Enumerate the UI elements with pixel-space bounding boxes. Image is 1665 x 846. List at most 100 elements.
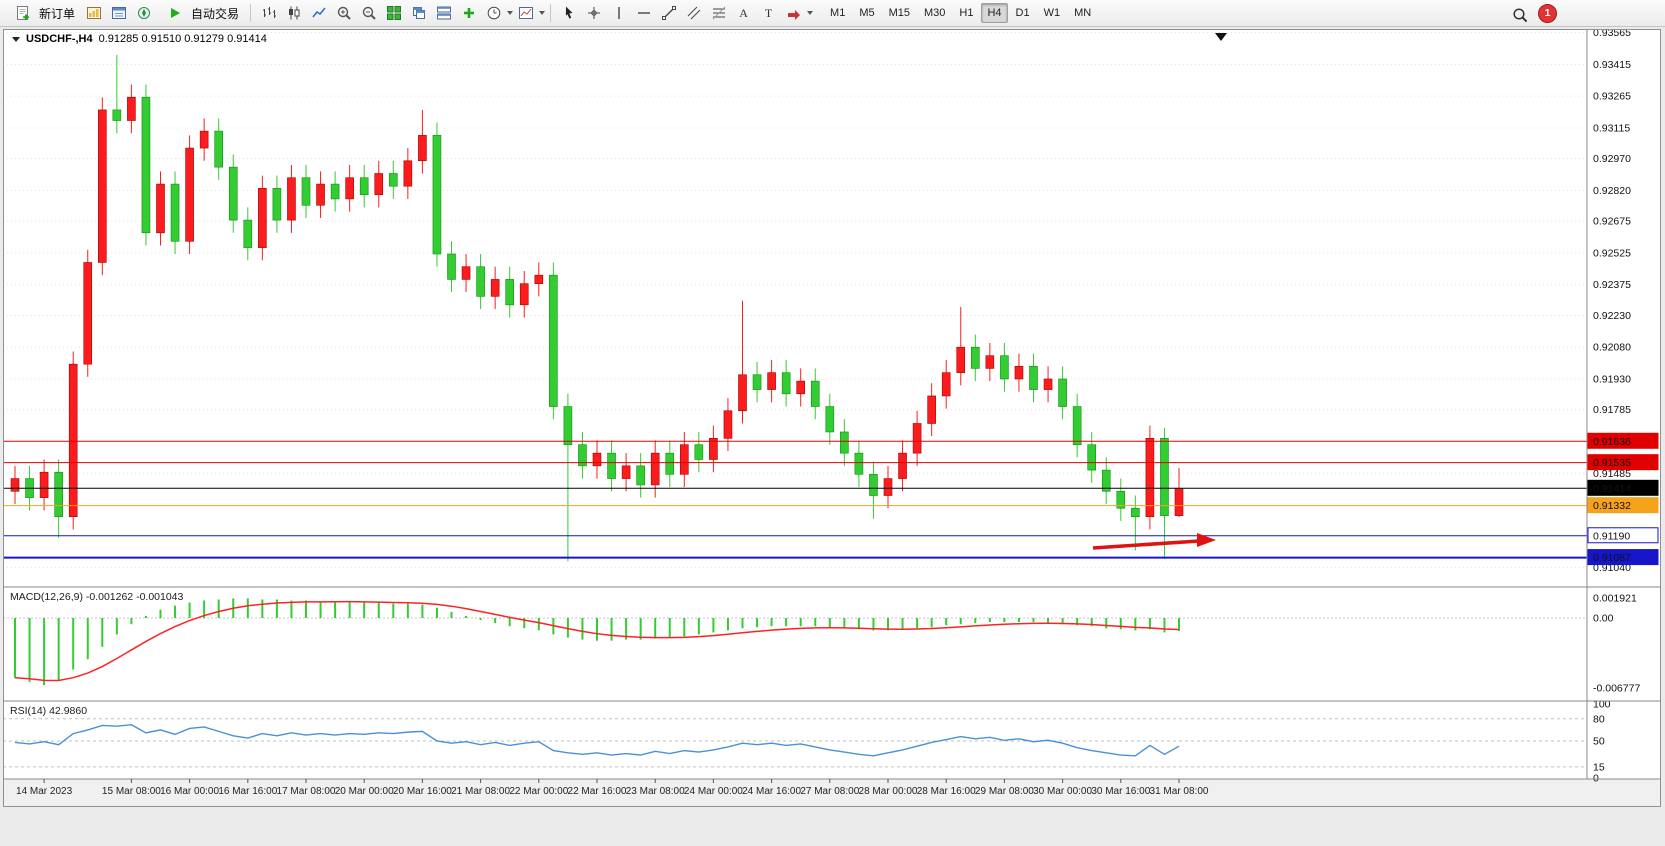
svg-text:0.91332: 0.91332	[1593, 500, 1631, 512]
auto-trading-label: 自动交易	[191, 6, 240, 21]
timeframe-button-M1[interactable]: M1	[830, 7, 846, 19]
svg-text:28 Mar 16:00: 28 Mar 16:00	[917, 786, 976, 797]
zoom-out-icon[interactable]	[356, 1, 381, 25]
arrows-tool-icon[interactable]	[781, 1, 806, 25]
timeframe-button-M15[interactable]: M15	[888, 7, 910, 19]
auto-trading-button[interactable]: 自动交易	[156, 2, 245, 24]
tile-horizontal-icon[interactable]	[431, 1, 456, 25]
line-chart-icon[interactable]	[306, 1, 331, 25]
timeframe-button-M5[interactable]: M5	[859, 7, 875, 19]
svg-text:-0.006777: -0.006777	[1593, 682, 1640, 694]
svg-text:80: 80	[1593, 713, 1605, 725]
svg-text:0.93415: 0.93415	[1593, 59, 1631, 71]
new-order-button[interactable]: 新订单	[4, 2, 81, 24]
svg-text:22 Mar 00:00: 22 Mar 00:00	[509, 786, 568, 797]
arrows-dropdown-caret-icon[interactable]	[807, 11, 814, 15]
label-tool-icon[interactable]: T	[764, 5, 773, 20]
bar-chart-icon[interactable]	[256, 1, 281, 25]
svg-text:15 Mar 08:00: 15 Mar 08:00	[102, 786, 161, 797]
svg-text:0.00: 0.00	[1593, 613, 1614, 625]
zoom-in-icon[interactable]	[331, 1, 356, 25]
new-order-label: 新订单	[39, 6, 76, 21]
svg-text:0.92970: 0.92970	[1593, 153, 1631, 165]
svg-text:50: 50	[1593, 736, 1605, 748]
svg-text:30 Mar 16:00: 30 Mar 16:00	[1091, 786, 1150, 797]
svg-text:0.92820: 0.92820	[1593, 185, 1631, 197]
periods-dropdown-caret-icon[interactable]	[507, 11, 514, 15]
timeframe-button-H4[interactable]: H4	[981, 3, 1008, 23]
price-chart[interactable]: 0.93565 0.93415 0.93265 0.93115 0.92970 0.928…	[3, 29, 1661, 807]
svg-text:0.93565: 0.93565	[1593, 29, 1631, 39]
toolbar-separator	[550, 4, 552, 22]
vertical-line-tool-icon[interactable]	[606, 1, 631, 25]
tile-windows-icon[interactable]	[381, 1, 406, 25]
timeframe-button-D1[interactable]: D1	[1015, 7, 1030, 19]
search-icon[interactable]	[1508, 3, 1533, 27]
svg-text:28 Mar 00:00: 28 Mar 00:00	[859, 786, 918, 797]
svg-text:0.001921: 0.001921	[1593, 593, 1637, 605]
svg-text:0.93265: 0.93265	[1593, 91, 1631, 103]
crosshair-icon[interactable]	[581, 1, 606, 25]
chart-ohlc-values: 0.91285 0.91510 0.91279 0.91414	[98, 33, 267, 45]
toolbar-separator	[250, 4, 252, 22]
macd-indicator-label: MACD(12,26,9) -0.001262 -0.001043	[10, 591, 184, 603]
svg-text:0.91930: 0.91930	[1593, 373, 1631, 385]
svg-text:0.91535: 0.91535	[1593, 457, 1631, 469]
svg-text:0.92675: 0.92675	[1593, 216, 1631, 228]
cursor-icon[interactable]	[556, 1, 581, 25]
svg-text:20 Mar 16:00: 20 Mar 16:00	[393, 786, 452, 797]
svg-text:0.91414: 0.91414	[1593, 483, 1631, 495]
svg-text:14 Mar 2023: 14 Mar 2023	[16, 786, 73, 797]
svg-text:24 Mar 16:00: 24 Mar 16:00	[742, 786, 801, 797]
svg-text:0.92375: 0.92375	[1593, 279, 1631, 291]
new-order-icon	[10, 1, 35, 25]
svg-text:0.92080: 0.92080	[1593, 342, 1631, 354]
svg-text:23 Mar 08:00: 23 Mar 08:00	[626, 786, 685, 797]
svg-text:17 Mar 08:00: 17 Mar 08:00	[277, 786, 336, 797]
svg-text:30 Mar 00:00: 30 Mar 00:00	[1033, 786, 1092, 797]
timeframe-group: M1 M5 M15 M30 H1 H4 D1 W1 MN	[823, 3, 1098, 23]
svg-text:0.91785: 0.91785	[1593, 404, 1631, 416]
add-indicator-icon[interactable]	[456, 1, 481, 25]
chart-title: USDCHF-,H4 0.91285 0.91510 0.91279 0.914…	[12, 33, 267, 45]
svg-text:29 Mar 08:00: 29 Mar 08:00	[975, 786, 1034, 797]
svg-text:21 Mar 08:00: 21 Mar 08:00	[451, 786, 510, 797]
periods-clock-icon[interactable]	[481, 1, 506, 25]
chart-symbol-label: USDCHF-,H4	[26, 33, 93, 45]
trendline-tool-icon[interactable]	[656, 1, 681, 25]
timeframe-button-MN[interactable]: MN	[1074, 7, 1092, 19]
svg-text:0.91087: 0.91087	[1593, 552, 1631, 564]
market-watch-icon[interactable]	[81, 1, 106, 25]
navigator-icon[interactable]	[131, 1, 156, 25]
template-icon[interactable]	[513, 1, 538, 25]
channel-tool-icon[interactable]	[681, 1, 706, 25]
timeframe-button-M30[interactable]: M30	[924, 7, 946, 19]
text-tool-icon[interactable]: A	[739, 5, 748, 20]
svg-text:16 Mar 16:00: 16 Mar 16:00	[218, 786, 277, 797]
candlestick-chart-icon[interactable]	[281, 1, 306, 25]
fibonacci-tool-icon[interactable]	[706, 1, 731, 25]
cascade-windows-icon[interactable]	[406, 1, 431, 25]
svg-text:16 Mar 00:00: 16 Mar 00:00	[160, 786, 219, 797]
svg-text:27 Mar 08:00: 27 Mar 08:00	[800, 786, 859, 797]
rsi-indicator-label: RSI(14) 42.9860	[10, 705, 88, 717]
symbol-dropdown-icon[interactable]	[12, 36, 20, 42]
svg-text:100: 100	[1593, 699, 1611, 711]
svg-text:24 Mar 00:00: 24 Mar 00:00	[684, 786, 743, 797]
svg-text:0.93115: 0.93115	[1593, 122, 1630, 134]
timeframe-button-W1[interactable]: W1	[1043, 7, 1061, 19]
svg-text:0.91636: 0.91636	[1593, 436, 1631, 448]
svg-text:20 Mar 00:00: 20 Mar 00:00	[335, 786, 394, 797]
svg-text:0.92525: 0.92525	[1593, 247, 1631, 259]
horizontal-line-tool-icon[interactable]	[631, 1, 656, 25]
data-window-icon[interactable]	[106, 1, 131, 25]
notification-badge[interactable]: 1	[1538, 4, 1557, 23]
svg-text:0.91485: 0.91485	[1593, 468, 1631, 480]
svg-text:0.92230: 0.92230	[1593, 310, 1631, 322]
svg-text:0.91190: 0.91190	[1593, 530, 1630, 542]
play-icon	[162, 1, 187, 25]
timeframe-button-H1[interactable]: H1	[959, 7, 974, 19]
svg-text:15: 15	[1593, 761, 1605, 773]
template-dropdown-caret-icon[interactable]	[539, 11, 546, 15]
